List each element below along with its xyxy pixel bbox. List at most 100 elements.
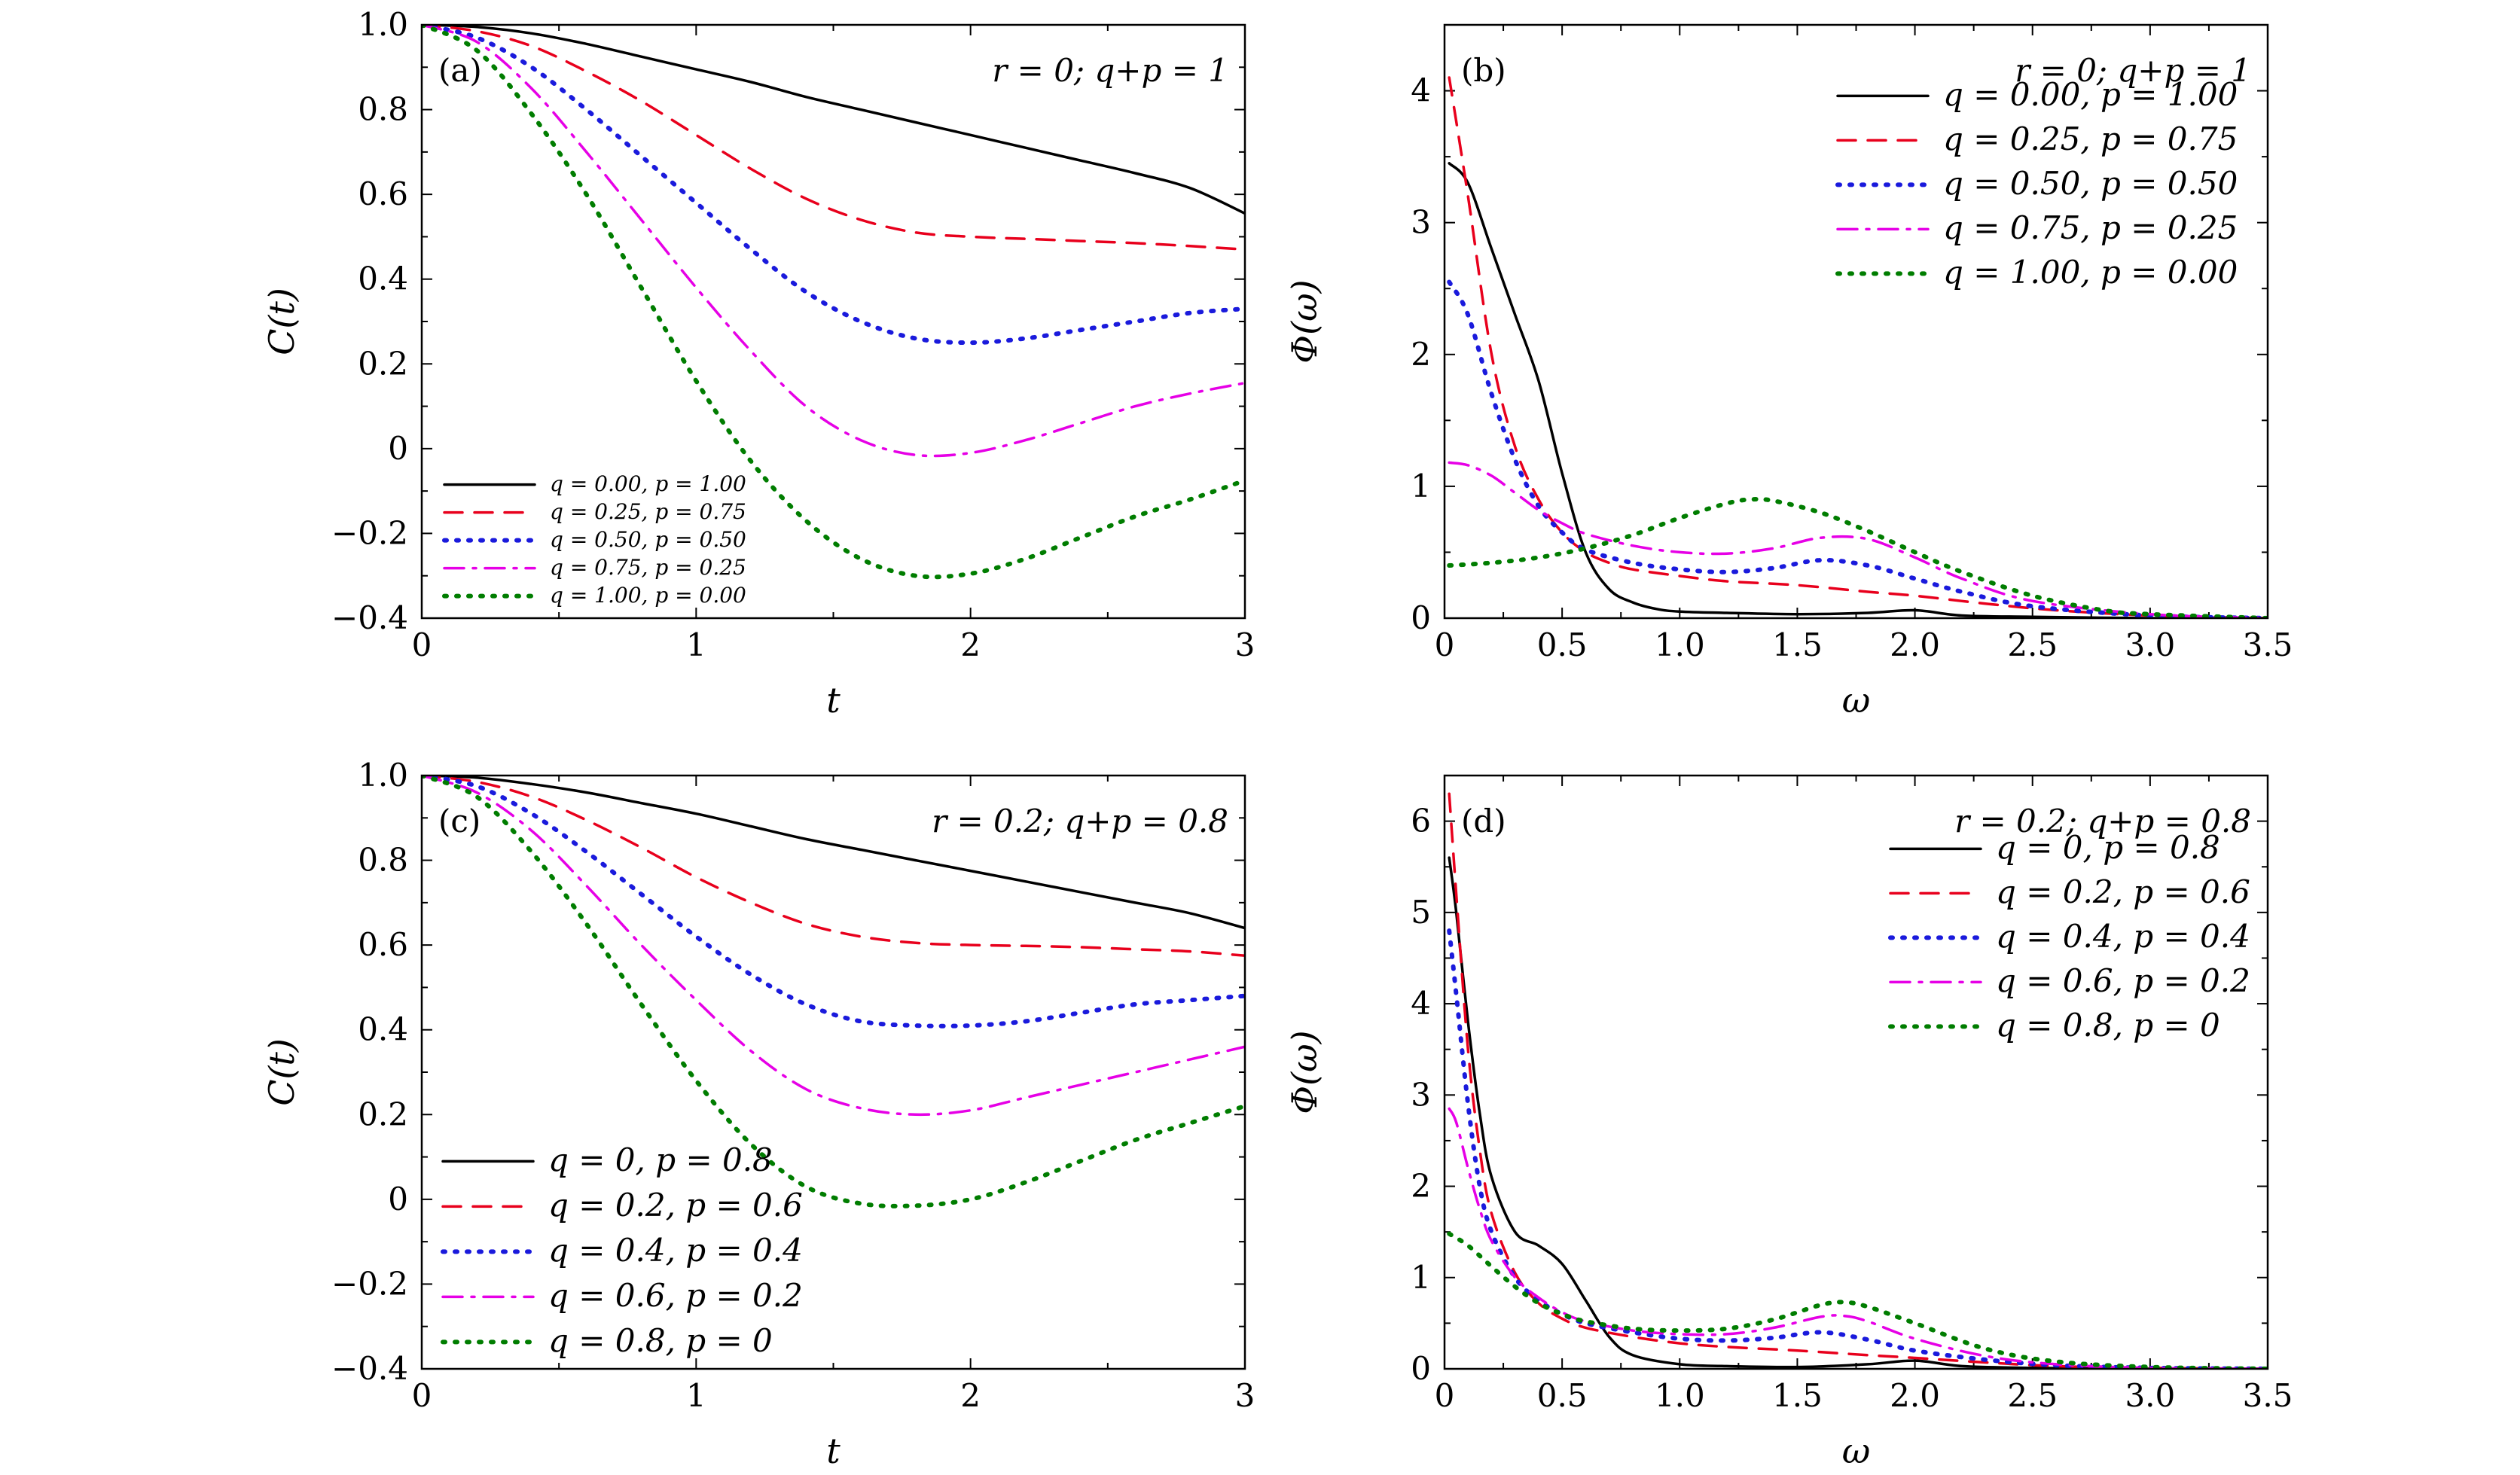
y-tick-label: 0: [388, 1181, 408, 1217]
panel-d: 0 0.5 1.0 1.5 2.0 2.5 3.0 3.5 0 1 2 3 4 5 6 ω Φ(ω) (d) r =…: [1284, 774, 2293, 1471]
series-line-a-4: [422, 25, 1245, 580]
y-axis-label: C(t): [261, 1038, 302, 1106]
legend-entry: q = 0.00, p = 1.00: [1943, 76, 2238, 113]
legend: q = 0, p = 0.8 q = 0.2, p = 0.6 q = 0.4, p…: [441, 1141, 803, 1359]
panel-label: (a): [438, 52, 482, 89]
x-tick-label: 3: [1235, 1377, 1255, 1414]
legend-entry: q = 0.75, p = 0.25: [1943, 209, 2238, 246]
legend-entry: q = 1.00, p = 0.00: [1943, 254, 2238, 291]
x-tick-label: 1.5: [1772, 1377, 1823, 1414]
x-tick-label: 0.5: [1537, 626, 1588, 663]
legend-entry: q = 0.8, p = 0: [1996, 1007, 2220, 1044]
series-line-d-0: [1448, 856, 2268, 1369]
legend-entry: q = 0.6, p = 0.2: [1996, 962, 2250, 999]
y-tick-label: 2: [1411, 1168, 1431, 1205]
y-tick-label: 0: [388, 430, 408, 467]
y-tick-label: 0.4: [358, 261, 408, 297]
x-tick-label: 0.5: [1537, 1377, 1588, 1414]
series-line-d-1: [1448, 792, 2268, 1369]
parameter-annotation: r = 0.2; q+p = 0.8: [1954, 803, 2251, 840]
x-tick-label: 1: [686, 1377, 706, 1414]
y-tick-label: 0: [1411, 599, 1431, 636]
series-line-b-0: [1448, 162, 2268, 618]
series-line-d-3: [1448, 1107, 2268, 1369]
y-tick-label: 6: [1411, 803, 1431, 840]
y-tick-label: −0.2: [331, 1265, 408, 1302]
x-tick-label: 2: [960, 1377, 981, 1414]
y-tick-label: 1.0: [358, 757, 408, 794]
series-line-b-2: [1447, 279, 2268, 618]
x-axis-label: t: [826, 1431, 841, 1471]
x-axis-label: t: [826, 680, 841, 721]
series-line-c-2: [422, 776, 1245, 1029]
panel-a: 0 1 2 3 −0.4 −0.2 0 0.2 0.4 0.6 0.8 1.0 t C(t) (a) r = …: [261, 6, 1255, 721]
y-tick-label: 0.6: [358, 926, 408, 963]
y-tick-label: 0.8: [358, 842, 408, 879]
y-tick-label: 0.4: [358, 1011, 408, 1048]
panel-label: (c): [438, 803, 481, 840]
series-line-a-3: [422, 25, 1245, 458]
legend-entry: q = 0.75, p = 0.25: [550, 555, 746, 580]
legend-entry: q = 0.2, p = 0.6: [548, 1187, 803, 1224]
series-line-b-3: [1448, 461, 2268, 618]
plot-frame: [420, 23, 1246, 620]
legend: q = 0, p = 0.8 q = 0.2, p = 0.6 q = 0.4, p…: [1888, 829, 2250, 1044]
series-line-b-1: [1448, 76, 2268, 618]
y-tick-label: 0.8: [358, 91, 408, 128]
legend-entry: q = 0.00, p = 1.00: [550, 471, 746, 496]
legend: q = 0.00, p = 1.00 q = 0.25, p = 0.75 q = …: [442, 471, 746, 608]
y-tick-label: −0.4: [331, 599, 408, 636]
y-tick-label: 0.2: [358, 345, 408, 382]
y-axis-label: Φ(ω): [1284, 279, 1325, 363]
plot-frame: [420, 774, 1246, 1370]
series-line-d-4: [1447, 1231, 2268, 1369]
x-tick-label: 3.0: [2125, 626, 2175, 663]
x-tick-label: 1.5: [1772, 626, 1823, 663]
y-tick-label: 1: [1411, 468, 1431, 504]
x-tick-label: 0: [1435, 1377, 1455, 1414]
y-tick-label: 0.6: [358, 175, 408, 212]
x-tick-label: 3.5: [2243, 1377, 2293, 1414]
y-tick-label: 0: [1411, 1350, 1431, 1387]
y-axis-label: C(t): [261, 288, 302, 355]
y-tick-label: 3: [1411, 1076, 1431, 1113]
y-axis-label: Φ(ω): [1284, 1030, 1325, 1114]
legend-entry: q = 0.8, p = 0: [548, 1322, 773, 1359]
x-tick-label: 2.0: [1890, 626, 1940, 663]
y-tick-label: 4: [1411, 985, 1431, 1022]
x-axis-label: ω: [1842, 680, 1871, 721]
y-tick-label: 2: [1411, 336, 1431, 373]
x-tick-label: 1: [686, 626, 706, 663]
parameter-annotation: r = 0; q+p = 1: [992, 52, 1228, 89]
legend-entry: q = 0.50, p = 0.50: [1943, 165, 2238, 202]
legend-entry: q = 0.4, p = 0.4: [548, 1232, 803, 1269]
x-tick-label: 0: [412, 1377, 432, 1414]
x-tick-label: 3.0: [2125, 1377, 2175, 1414]
x-tick-label: 0: [412, 626, 432, 663]
x-tick-label: 2.0: [1890, 1377, 1940, 1414]
legend-entry: q = 0.25, p = 0.75: [550, 499, 746, 524]
y-tick-label: 5: [1411, 894, 1431, 931]
x-tick-label: 3.5: [2243, 626, 2293, 663]
y-tick-label: 0.2: [358, 1096, 408, 1132]
x-tick-label: 2.5: [2007, 1377, 2058, 1414]
series-line-c-4: [422, 776, 1245, 1208]
x-tick-label: 2: [960, 626, 981, 663]
panel-c: 0 1 2 3 −0.4 −0.2 0 0.2 0.4 0.6 0.8 1.0 t C(t) (c) r = …: [261, 757, 1255, 1471]
legend-entry: q = 0.6, p = 0.2: [548, 1277, 803, 1314]
panel-b: 0 0.5 1.0 1.5 2.0 2.5 3.0 3.5 0 1 2 3 4 ω Φ(ω) (b) r = 0…: [1284, 23, 2293, 721]
x-tick-label: 1.0: [1655, 1377, 1705, 1414]
y-tick-label: 4: [1411, 72, 1431, 109]
legend-entry: q = 0, p = 0.8: [1996, 829, 2220, 866]
series-line-b-4: [1447, 496, 2268, 618]
legend-entry: q = 1.00, p = 0.00: [550, 583, 746, 608]
legend-entry: q = 0, p = 0.8: [548, 1141, 773, 1178]
x-tick-label: 1.0: [1655, 626, 1705, 663]
legend-entry: q = 0.2, p = 0.6: [1996, 873, 2250, 910]
x-tick-label: 3: [1235, 626, 1255, 663]
series-line-a-0: [422, 25, 1245, 215]
x-tick-label: 0: [1435, 626, 1455, 663]
y-tick-label: −0.4: [331, 1350, 408, 1387]
y-tick-label: 3: [1411, 204, 1431, 241]
